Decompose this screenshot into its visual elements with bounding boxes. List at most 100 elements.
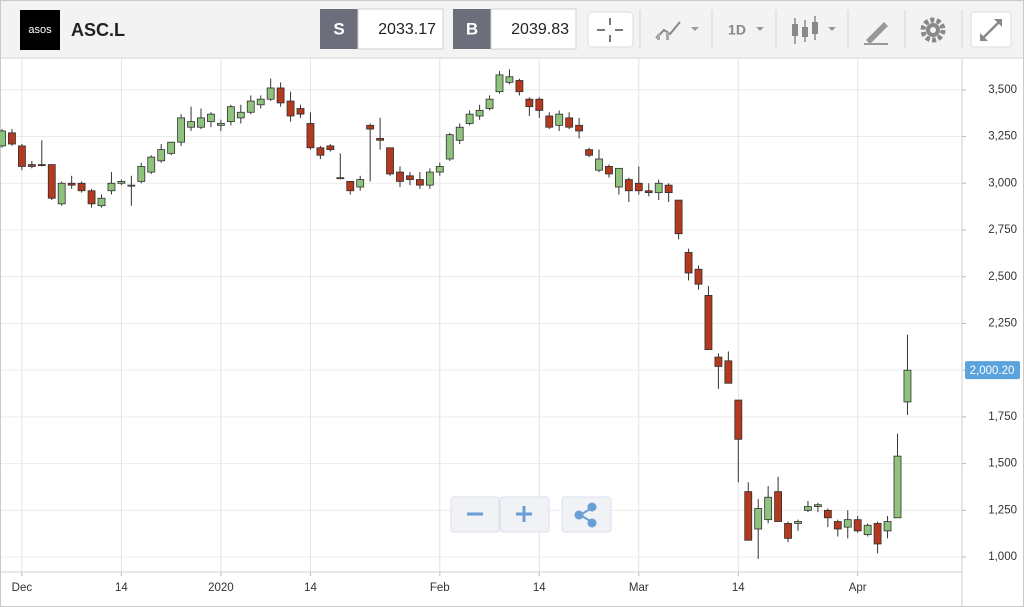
- candle-body: [316, 147, 325, 156]
- candle-body: [425, 171, 434, 186]
- candle-body: [27, 164, 36, 167]
- x-tick-label: Feb: [430, 582, 450, 594]
- buy-price[interactable]: 2039.83: [511, 21, 569, 38]
- gear-hole[interactable]: [930, 27, 936, 33]
- draw-button[interactable]: [864, 22, 888, 45]
- share-button[interactable]: [561, 496, 612, 533]
- x-tick-label: 14: [304, 582, 317, 594]
- candle-body: [87, 190, 96, 205]
- candle-icon-body[interactable]: [802, 27, 808, 37]
- zoom-controls: [450, 496, 612, 533]
- chart-type-icon-bar[interactable]: [666, 32, 669, 40]
- candle-body: [903, 369, 912, 403]
- caret[interactable]: [691, 27, 699, 31]
- candle-body: [336, 177, 345, 180]
- candle-body: [475, 109, 484, 117]
- buy-button[interactable]: B 2039.83: [453, 8, 577, 50]
- candle-body: [455, 126, 464, 141]
- candle-body: [515, 80, 524, 93]
- chart-type-button[interactable]: [655, 21, 699, 40]
- caret[interactable]: [828, 27, 836, 31]
- buy-box[interactable]: [490, 8, 577, 50]
- x-tick-label: Mar: [629, 582, 649, 594]
- interval-button[interactable]: 1D: [728, 22, 764, 38]
- buy-label[interactable]: B: [466, 19, 478, 38]
- y-tick-label: 2,250: [988, 317, 1017, 329]
- candle-body: [853, 519, 862, 532]
- candle-body: [893, 455, 902, 519]
- logo-text: asos: [28, 24, 52, 36]
- y-tick-label: 3,250: [988, 131, 1017, 143]
- candle-style-button[interactable]: [792, 16, 836, 44]
- candle-body: [356, 179, 365, 188]
- candle-body: [306, 123, 315, 149]
- y-tick-label: 1,000: [988, 551, 1017, 563]
- candle-body: [107, 182, 116, 192]
- share-icon[interactable]: [574, 502, 597, 528]
- candle-body: [585, 149, 593, 156]
- sell-button[interactable]: S 2033.17: [320, 8, 444, 50]
- candle-body: [833, 521, 842, 530]
- y-tick-label: 3,500: [988, 84, 1017, 96]
- gear-teeth[interactable]: [920, 17, 946, 43]
- sell-price[interactable]: 2033.17: [378, 21, 436, 38]
- candle-body: [704, 295, 713, 351]
- candle-body: [654, 182, 663, 194]
- candle-body: [734, 399, 743, 440]
- candle-body: [0, 130, 6, 147]
- expand-icon[interactable]: [980, 19, 1002, 41]
- candle-body: [644, 190, 653, 194]
- candle-body: [823, 509, 832, 519]
- expand-arrow[interactable]: [994, 19, 1002, 27]
- candle-body: [77, 182, 86, 192]
- draw-icon[interactable]: [866, 22, 888, 44]
- candle-body: [97, 197, 106, 207]
- candle-body: [157, 149, 166, 162]
- candle-body: [57, 182, 66, 205]
- candle-body: [226, 106, 235, 123]
- candle-body: [684, 252, 693, 274]
- candle-body: [465, 113, 474, 124]
- candle-body: [485, 98, 494, 109]
- candle-body: [256, 98, 265, 106]
- expand-arrow[interactable]: [980, 33, 988, 41]
- interval[interactable]: 1D: [728, 22, 746, 38]
- settings-button[interactable]: [920, 17, 946, 43]
- candle-body: [445, 134, 454, 160]
- candle-body: [764, 496, 773, 521]
- candle-body: [177, 117, 186, 143]
- x-tick-label: Dec: [12, 582, 33, 594]
- candle-body: [207, 113, 215, 123]
- candle-body: [137, 166, 146, 182]
- symbol: ASC.L: [71, 20, 125, 40]
- x-tick-label: 2020: [208, 582, 234, 594]
- candle-body: [615, 167, 623, 188]
- candle-body: [595, 158, 603, 171]
- crosshair-box[interactable]: [587, 11, 634, 48]
- candle-body: [873, 523, 882, 545]
- buy-tag[interactable]: [453, 9, 491, 49]
- candle-body: [246, 100, 255, 113]
- chart-type-icon-bar[interactable]: [657, 34, 660, 40]
- candle-body: [8, 132, 16, 145]
- candle-body: [694, 268, 703, 285]
- candle-body: [396, 171, 404, 182]
- candle-body: [37, 164, 46, 166]
- crosshair-icon[interactable]: [597, 18, 623, 42]
- candle-body: [744, 491, 753, 541]
- candle-body: [814, 504, 822, 507]
- caret[interactable]: [756, 27, 764, 31]
- sell-box[interactable]: [357, 8, 444, 50]
- candle-body: [535, 98, 544, 111]
- candle-icon-body[interactable]: [812, 22, 818, 34]
- candle-body: [236, 111, 245, 119]
- candle-body: [565, 117, 574, 128]
- candle-body: [276, 87, 285, 104]
- sell-tag[interactable]: [320, 9, 358, 49]
- fullscreen-button[interactable]: [970, 11, 1012, 48]
- candle-body: [555, 113, 564, 126]
- sell-label[interactable]: S: [333, 19, 344, 38]
- candle-icon-body[interactable]: [792, 24, 798, 36]
- crosshair-button[interactable]: [587, 11, 634, 48]
